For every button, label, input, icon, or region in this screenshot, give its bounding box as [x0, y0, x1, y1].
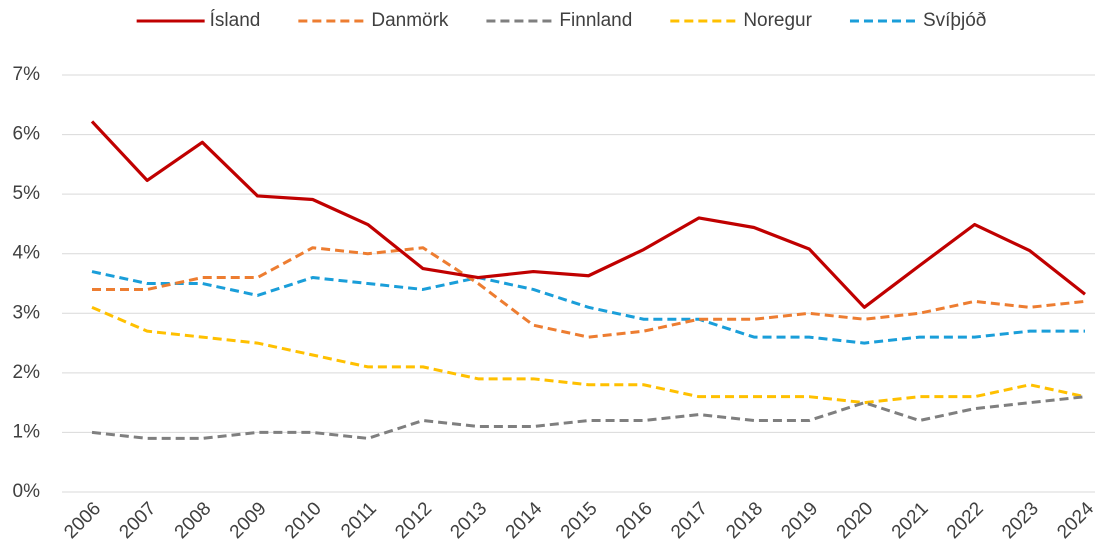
- x-tick-label: 2019: [778, 498, 823, 543]
- x-tick-label: 2006: [60, 498, 105, 543]
- y-tick-label: 4%: [13, 243, 41, 264]
- y-tick-label: 5%: [13, 183, 41, 204]
- x-tick-label: 2024: [1053, 498, 1098, 543]
- legend: Ísland Danmörk Finnland Noregur Svíþjóð: [136, 10, 986, 31]
- series-line: [92, 246, 1086, 339]
- legend-label: Svíþjóð: [923, 10, 986, 31]
- legend-label: Danmörk: [371, 10, 449, 31]
- legend-label: Ísland: [210, 10, 261, 31]
- y-tick-label: 3%: [13, 302, 41, 323]
- x-tick-label: 2016: [612, 498, 657, 543]
- series-line: [91, 270, 1085, 345]
- y-tick-label: 7%: [13, 64, 41, 85]
- x-tick-label: 2020: [833, 498, 878, 543]
- y-tick-label: 1%: [13, 421, 41, 442]
- x-tick-label: 2011: [337, 498, 381, 542]
- x-tick-label: 2022: [943, 498, 988, 543]
- x-tick-label: 2018: [722, 498, 767, 543]
- x-tick-label: 2017: [667, 498, 712, 543]
- x-tick-label: 2015: [557, 498, 602, 543]
- x-tick-label: 2008: [171, 498, 216, 543]
- x-tick-label: 2014: [502, 498, 547, 543]
- x-tick-label: 2023: [998, 498, 1043, 543]
- x-tick-label: 2007: [116, 498, 161, 543]
- x-tick-label: 2010: [281, 498, 326, 543]
- legend-label: Finnland: [559, 10, 632, 31]
- series-line: [91, 305, 1086, 405]
- legend-label: Noregur: [743, 10, 812, 31]
- series-line: [90, 120, 1086, 309]
- y-tick-label: 2%: [13, 362, 41, 383]
- x-tick-label: 2009: [226, 498, 271, 543]
- y-tick-label: 0%: [13, 481, 41, 502]
- x-tick-label: 2021: [888, 498, 933, 543]
- y-tick-label: 6%: [13, 124, 41, 145]
- x-tick-label: 2013: [447, 498, 492, 543]
- x-tick-label: 2012: [391, 498, 436, 543]
